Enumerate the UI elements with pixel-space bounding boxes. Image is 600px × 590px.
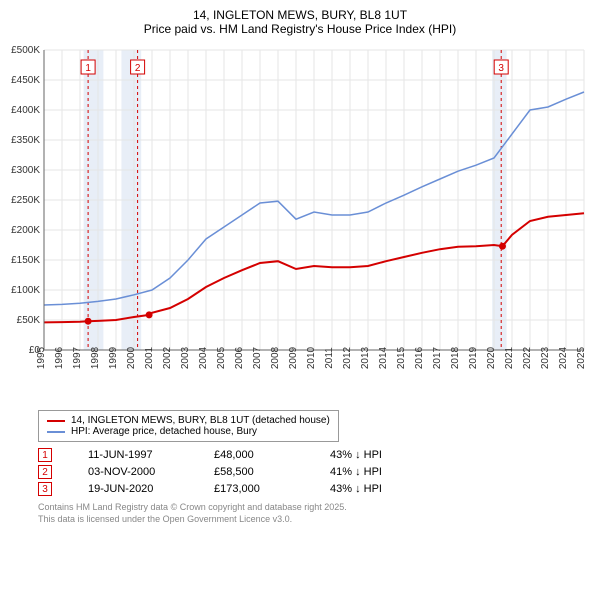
svg-text:2004: 2004 <box>198 346 209 369</box>
svg-text:2025: 2025 <box>576 346 587 369</box>
svg-text:1999: 1999 <box>108 346 119 369</box>
svg-text:2014: 2014 <box>378 346 389 369</box>
svg-text:£200K: £200K <box>11 225 40 236</box>
svg-text:2005: 2005 <box>216 346 227 369</box>
svg-text:2017: 2017 <box>432 346 443 369</box>
svg-text:2015: 2015 <box>396 346 407 369</box>
transaction-price: £48,000 <box>214 449 294 461</box>
legend-swatch-1 <box>47 420 65 422</box>
svg-text:2013: 2013 <box>360 346 371 369</box>
transaction-table: 1 11-JUN-1997 £48,000 43% ↓ HPI 2 03-NOV-2000… <box>38 448 592 496</box>
svg-text:£250K: £250K <box>11 195 40 206</box>
svg-text:£500K: £500K <box>11 45 40 56</box>
transaction-num: 3 <box>38 482 52 496</box>
svg-text:2024: 2024 <box>558 346 569 369</box>
svg-text:2023: 2023 <box>540 346 551 369</box>
transaction-row: 3 19-JUN-2020 £173,000 43% ↓ HPI <box>38 482 592 496</box>
footer-line1: Contains HM Land Registry data © Crown c… <box>38 502 592 514</box>
chart-title-line2: Price paid vs. HM Land Registry's House … <box>8 22 592 36</box>
svg-text:£350K: £350K <box>11 135 40 146</box>
svg-text:1995: 1995 <box>36 346 47 369</box>
legend-label-1: 14, INGLETON MEWS, BURY, BL8 1UT (detach… <box>71 415 330 426</box>
svg-text:1997: 1997 <box>72 346 83 369</box>
transaction-delta: 43% ↓ HPI <box>330 449 382 461</box>
svg-text:3: 3 <box>498 63 504 74</box>
svg-text:£150K: £150K <box>11 255 40 266</box>
svg-text:2009: 2009 <box>288 346 299 369</box>
svg-text:2022: 2022 <box>522 346 533 369</box>
svg-text:2: 2 <box>135 63 141 74</box>
svg-text:£400K: £400K <box>11 105 40 116</box>
legend: 14, INGLETON MEWS, BURY, BL8 1UT (detach… <box>38 410 339 442</box>
svg-text:2008: 2008 <box>270 346 281 369</box>
transaction-date: 03-NOV-2000 <box>88 466 178 478</box>
svg-text:1996: 1996 <box>54 346 65 369</box>
transaction-num: 1 <box>38 448 52 462</box>
svg-text:£100K: £100K <box>11 285 40 296</box>
svg-text:£300K: £300K <box>11 165 40 176</box>
svg-text:2010: 2010 <box>306 346 317 369</box>
transaction-delta: 43% ↓ HPI <box>330 483 382 495</box>
transaction-row: 2 03-NOV-2000 £58,500 41% ↓ HPI <box>38 465 592 479</box>
transaction-price: £58,500 <box>214 466 294 478</box>
svg-text:2016: 2016 <box>414 346 425 369</box>
svg-text:2007: 2007 <box>252 346 263 369</box>
line-chart: £0£50K£100K£150K£200K£250K£300K£350K£400… <box>8 42 592 402</box>
footer-line2: This data is licensed under the Open Gov… <box>38 514 592 526</box>
svg-text:1: 1 <box>85 63 91 74</box>
chart-title-line1: 14, INGLETON MEWS, BURY, BL8 1UT <box>8 8 592 22</box>
svg-text:2001: 2001 <box>144 346 155 369</box>
transaction-date: 11-JUN-1997 <box>88 449 178 461</box>
svg-text:2002: 2002 <box>162 346 173 369</box>
svg-text:2019: 2019 <box>468 346 479 369</box>
svg-text:2021: 2021 <box>504 346 515 369</box>
footer-attribution: Contains HM Land Registry data © Crown c… <box>38 502 592 525</box>
svg-text:2003: 2003 <box>180 346 191 369</box>
transaction-price: £173,000 <box>214 483 294 495</box>
svg-text:1998: 1998 <box>90 346 101 369</box>
svg-text:2000: 2000 <box>126 346 137 369</box>
svg-text:£50K: £50K <box>17 315 41 326</box>
transaction-row: 1 11-JUN-1997 £48,000 43% ↓ HPI <box>38 448 592 462</box>
svg-text:2006: 2006 <box>234 346 245 369</box>
svg-text:£450K: £450K <box>11 75 40 86</box>
transaction-num: 2 <box>38 465 52 479</box>
svg-text:2018: 2018 <box>450 346 461 369</box>
legend-label-2: HPI: Average price, detached house, Bury <box>71 426 257 437</box>
svg-text:2011: 2011 <box>324 347 335 369</box>
svg-text:2012: 2012 <box>342 346 353 369</box>
legend-swatch-2 <box>47 431 65 433</box>
svg-text:2020: 2020 <box>486 346 497 369</box>
transaction-delta: 41% ↓ HPI <box>330 466 382 478</box>
transaction-date: 19-JUN-2020 <box>88 483 178 495</box>
